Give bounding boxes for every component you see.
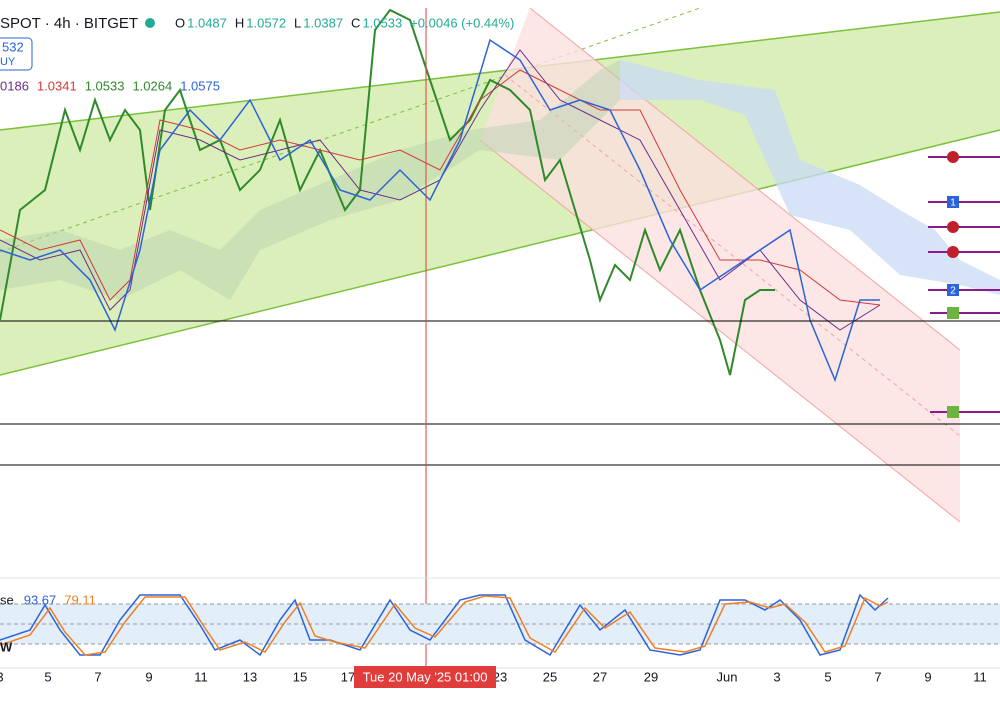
x-tick-label: 27 (593, 669, 607, 684)
x-tick-label: 11 (973, 669, 987, 684)
x-tick-label: 11 (194, 669, 208, 684)
x-tick-label: 9 (145, 669, 152, 684)
cancel-icon[interactable] (947, 221, 959, 233)
ohlc-value: 1.0572 (246, 15, 286, 30)
x-tick-label: 7 (94, 669, 101, 684)
ohlc-value: 1.0387 (303, 15, 343, 30)
channel-line (479, 139, 961, 523)
indicator-value: 1.0341 (37, 78, 77, 93)
ohlc-key: L (294, 15, 301, 30)
indicator-value: 0186 (0, 78, 29, 93)
x-tick-label: 5 (44, 669, 51, 684)
ohlc-value: 1.0487 (187, 15, 227, 30)
header-strip (0, 0, 1000, 8)
x-tick-label: 3 (0, 669, 4, 684)
x-tick-label: 17 (341, 669, 355, 684)
x-tick-label: 9 (924, 669, 931, 684)
ohlc-key: H (235, 15, 244, 30)
x-tick-label: 5 (824, 669, 831, 684)
order-badge[interactable] (947, 196, 959, 208)
x-tick-label: 29 (644, 669, 658, 684)
channel-mid (0, 7, 701, 253)
price-badge[interactable] (0, 37, 33, 71)
crosshair-label: Tue 20 May '25 01:00 (363, 669, 488, 684)
oscillator-label: se (0, 592, 14, 607)
price-line (0, 38, 880, 383)
ohlc-key: O (175, 15, 185, 30)
ichimoku-cloud (620, 60, 1000, 295)
x-tick-label: 7 (874, 669, 881, 684)
base-line (0, 69, 881, 306)
x-tick-label: 15 (293, 669, 307, 684)
x-tick-label: 23 (493, 669, 507, 684)
status-dot (145, 18, 155, 28)
order-number: 2 (950, 286, 956, 297)
x-tick-label: 13 (243, 669, 257, 684)
order-markers (928, 156, 1000, 413)
oscillator-side-label: W (0, 639, 13, 654)
order-number: 1 (950, 198, 956, 209)
cancel-icon[interactable] (947, 246, 959, 258)
ichimoku-cloud (0, 60, 620, 300)
crosshair-label-bg (354, 666, 496, 688)
x-tick-label: 3 (773, 669, 780, 684)
check-icon[interactable] (947, 406, 959, 418)
falling-channel (480, 8, 960, 522)
channel-line (0, 11, 1000, 131)
ohlc-key: C (351, 15, 360, 30)
indicator-value: 1.0264 (132, 78, 172, 93)
x-tick-label: Jun (717, 669, 738, 684)
stoch-d (0, 595, 889, 656)
channel-line (0, 129, 1000, 376)
stoch-k (0, 593, 889, 657)
cancel-icon[interactable] (947, 151, 959, 163)
ohlc-value: 1.0533 (362, 15, 402, 30)
check-icon[interactable] (947, 307, 959, 319)
indicator-value: 1.0575 (180, 78, 220, 93)
oscillator-value: 93.67 (24, 592, 57, 607)
channel-line (529, 7, 961, 351)
lagging-line (0, 8, 775, 376)
x-tick-label: 25 (543, 669, 557, 684)
order-badge[interactable] (947, 284, 959, 296)
symbol: SPOT · 4h · BITGET (0, 15, 138, 32)
oscillator-value: 79.11 (64, 592, 96, 607)
price-badge-text: UY (0, 56, 16, 68)
price-change: +0.0046 (+0.44%) (410, 15, 514, 30)
indicator-value: 1.0533 (85, 78, 125, 93)
price-badge-text: 532 (2, 39, 24, 54)
